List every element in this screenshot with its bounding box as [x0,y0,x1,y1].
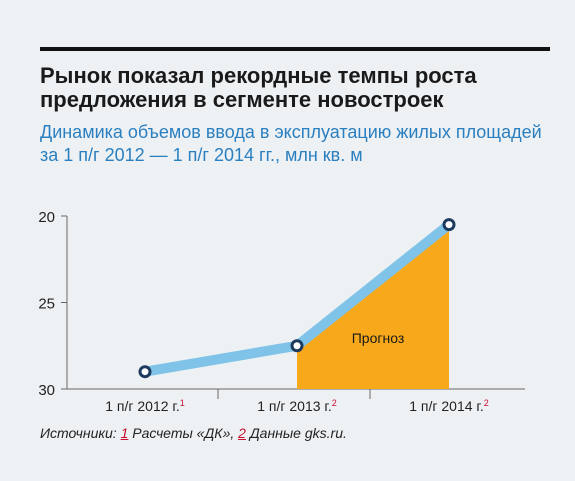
sources-text-1: Расчеты «ДК», [128,425,239,441]
y-tick-label: 30 [38,382,55,399]
sources-ref-1: 1 [120,425,129,441]
forecast-label: Прогноз [352,330,405,346]
sources-ref-2: 2 [238,425,246,441]
data-point [138,365,152,379]
chart-subtitle: Динамика объемов ввода в эксплуатацию жи… [40,122,542,165]
forecast-area [297,224,449,389]
sources-text-2: Данные gks.ru. [245,425,347,441]
data-point [442,218,456,232]
x-tick-label: 1 п/г 2012 г.1 [105,398,184,414]
x-tick-label: 1 п/г 2014 г.2 [409,398,488,414]
chart-title: Рынок показал рекордные темпы роста пред… [40,63,477,112]
sources-prefix: Источники: [40,425,121,441]
x-tick-label: 1 п/г 2013 г.2 [257,398,336,414]
data-point [290,339,304,353]
y-tick-label: 20 [38,209,55,226]
top-rule [40,47,550,51]
sources-note: Источники: 1 Расчеты «ДК», 2 Данные gks.… [40,425,560,441]
y-tick-label: 25 [38,296,55,313]
